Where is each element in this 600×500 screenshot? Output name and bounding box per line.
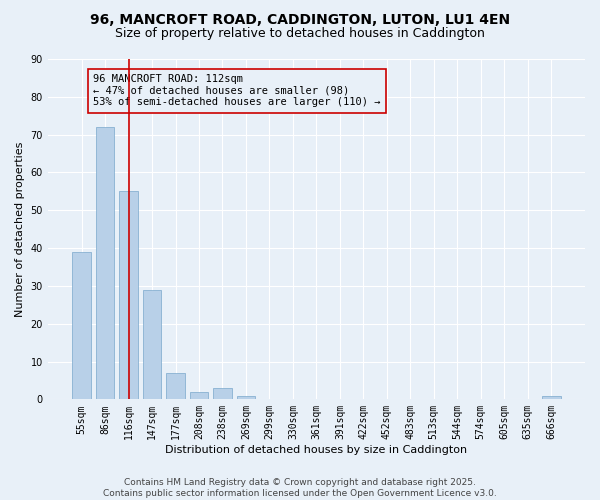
- Bar: [95, 127, 115, 400]
- Bar: [213, 388, 232, 400]
- Text: Contains HM Land Registry data © Crown copyright and database right 2025.
Contai: Contains HM Land Registry data © Crown c…: [103, 478, 497, 498]
- Bar: [72, 252, 91, 400]
- Text: Size of property relative to detached houses in Caddington: Size of property relative to detached ho…: [115, 28, 485, 40]
- X-axis label: Distribution of detached houses by size in Caddington: Distribution of detached houses by size …: [166, 445, 467, 455]
- Bar: [119, 192, 138, 400]
- Bar: [236, 396, 256, 400]
- Text: 96 MANCROFT ROAD: 112sqm
← 47% of detached houses are smaller (98)
53% of semi-d: 96 MANCROFT ROAD: 112sqm ← 47% of detach…: [94, 74, 381, 108]
- Bar: [166, 373, 185, 400]
- Text: 96, MANCROFT ROAD, CADDINGTON, LUTON, LU1 4EN: 96, MANCROFT ROAD, CADDINGTON, LUTON, LU…: [90, 12, 510, 26]
- Bar: [542, 396, 560, 400]
- Bar: [190, 392, 208, 400]
- Bar: [143, 290, 161, 400]
- Y-axis label: Number of detached properties: Number of detached properties: [15, 142, 25, 317]
